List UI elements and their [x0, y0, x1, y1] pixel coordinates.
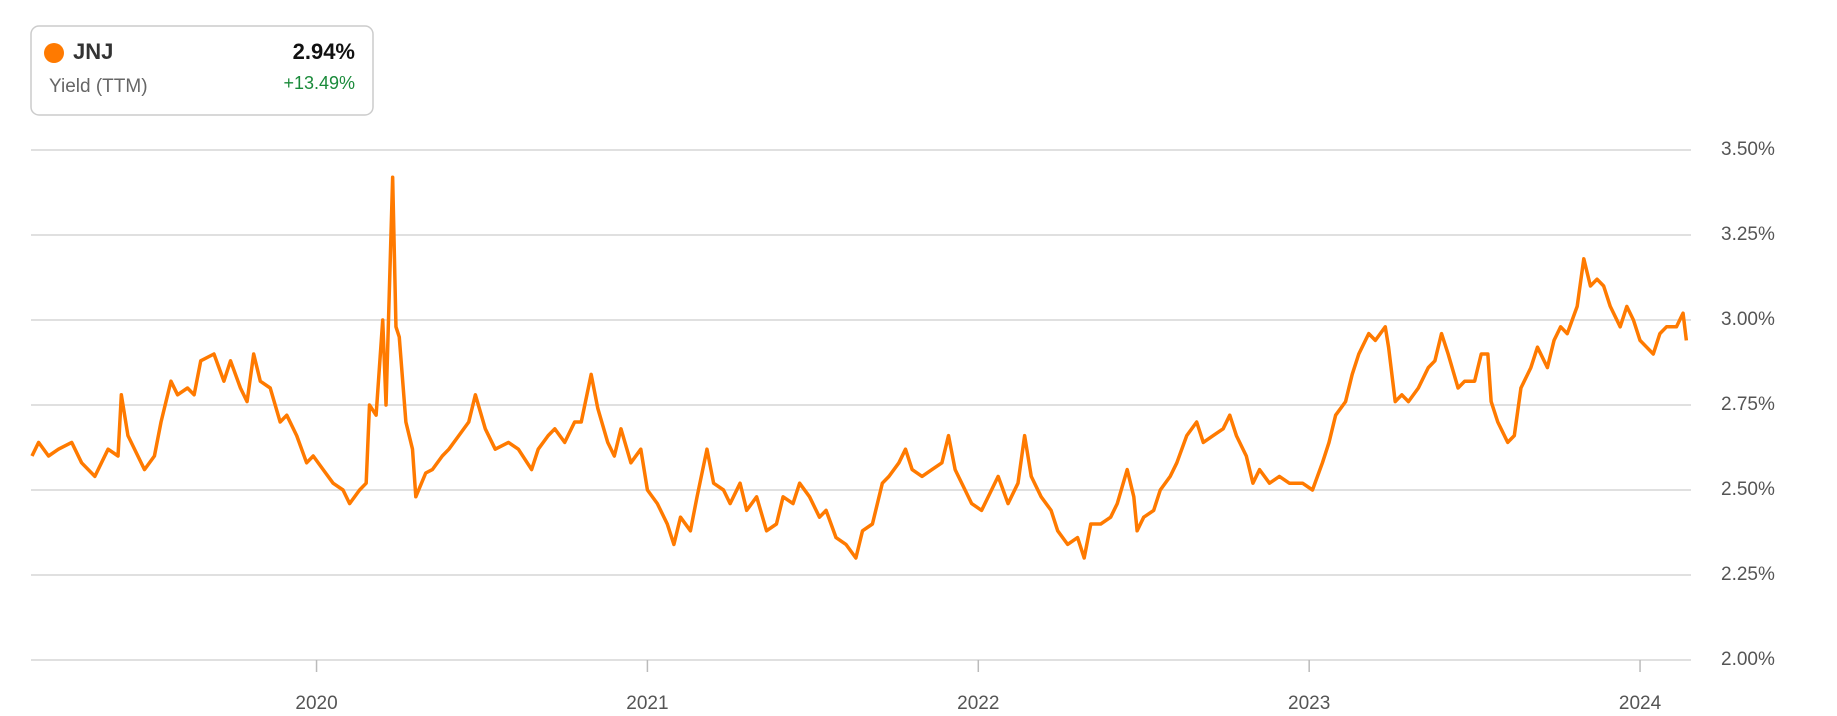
- y-tick-label: 3.50%: [1721, 139, 1775, 160]
- series-line: [30, 175, 1689, 560]
- legend-label: Yield (TTM): [49, 76, 148, 97]
- y-tick-label: 2.75%: [1721, 394, 1775, 415]
- legend-change: +13.49%: [283, 73, 355, 93]
- legend-value: 2.94%: [293, 39, 355, 64]
- y-tick-label: 2.50%: [1721, 479, 1775, 500]
- y-tick-label: 2.00%: [1721, 649, 1775, 670]
- x-tick-label: 2020: [295, 693, 337, 714]
- x-tick-label: 2024: [1619, 693, 1662, 714]
- legend-marker: [44, 43, 64, 63]
- x-tick-label: 2021: [626, 693, 668, 714]
- y-tick-label: 2.25%: [1721, 564, 1775, 585]
- legend-name: JNJ: [73, 39, 113, 64]
- x-tick-label: 2022: [957, 693, 999, 714]
- y-tick-label: 3.00%: [1721, 309, 1775, 330]
- x-tick-label: 2023: [1288, 693, 1330, 714]
- y-tick-label: 3.25%: [1721, 224, 1775, 245]
- legend-box: [30, 25, 374, 116]
